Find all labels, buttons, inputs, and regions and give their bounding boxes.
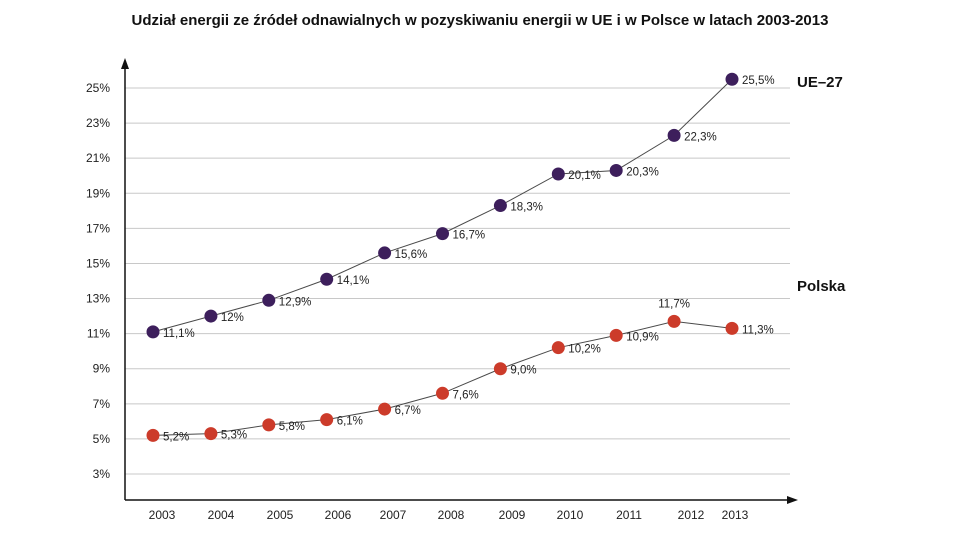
series-line — [152, 78, 733, 333]
data-point — [378, 402, 392, 416]
data-label: 7,6% — [453, 389, 479, 401]
data-point — [378, 246, 392, 260]
x-tick-label: 2011 — [616, 508, 642, 522]
data-point — [204, 309, 218, 323]
data-point — [609, 163, 623, 177]
x-tick-label: 2006 — [325, 508, 352, 522]
data-label: 6,1% — [337, 416, 363, 428]
y-tick-label: 11% — [87, 327, 110, 341]
x-tick-label: 2003 — [149, 508, 176, 522]
chart-title: Udział energii ze źródeł odnawialnych w … — [131, 12, 829, 29]
data-label: 16,7% — [453, 230, 486, 242]
x-axis-arrow — [787, 496, 798, 504]
data-point — [146, 428, 160, 442]
data-label: 6,7% — [395, 405, 421, 417]
data-labels: 11,1% 12% 12,9% 14,1% 15,6% 16,7% 18,3% 20,1% 20… — [163, 74, 846, 443]
x-tick-label: 2009 — [499, 508, 526, 522]
data-label: 20,3% — [626, 166, 659, 178]
data-points — [146, 72, 739, 442]
data-label: 12,9% — [279, 296, 312, 308]
y-tick-label: 23% — [86, 116, 110, 130]
data-label: 11,7% — [658, 298, 690, 310]
data-point — [551, 341, 565, 355]
legend-entry: UE–27 — [797, 74, 843, 91]
x-tick-label: 2004 — [208, 508, 235, 522]
gridlines — [125, 87, 790, 475]
data-point — [146, 325, 160, 339]
y-tick-label: 9% — [93, 362, 111, 376]
data-point — [667, 314, 681, 328]
data-label: 15,6% — [395, 249, 428, 261]
data-label: 20,1% — [568, 170, 601, 182]
data-point — [262, 293, 276, 307]
data-label: 25,5% — [742, 75, 775, 87]
y-tick-label: 17% — [86, 221, 110, 235]
data-point — [320, 272, 334, 286]
data-label: 18,3% — [510, 202, 543, 214]
data-label: 22,3% — [684, 131, 717, 143]
x-tick-label: 2005 — [267, 508, 294, 522]
data-label: 11,1% — [163, 328, 195, 340]
data-point — [551, 167, 565, 181]
data-label: 5,8% — [279, 421, 305, 433]
data-point — [609, 328, 623, 342]
data-point — [493, 362, 507, 376]
y-tick-label: 15% — [86, 256, 110, 270]
data-point — [320, 413, 334, 427]
y-axis-arrow — [121, 58, 129, 69]
data-label: 14,1% — [337, 275, 370, 287]
y-tick-label: 7% — [93, 397, 111, 411]
data-label: 12% — [221, 312, 244, 324]
data-point — [667, 128, 681, 142]
x-tick-label: 2010 — [557, 508, 584, 522]
x-tick-label: 2013 — [722, 508, 749, 522]
data-label: 9,0% — [510, 365, 536, 377]
data-label: 5,3% — [221, 430, 247, 442]
y-tick-label: 5% — [93, 432, 111, 446]
series-lines — [152, 78, 733, 436]
x-tick-label: 2012 — [678, 508, 705, 522]
data-point — [436, 386, 449, 400]
data-point — [493, 199, 507, 213]
data-label: 5,2% — [163, 431, 189, 443]
legend-entry: Polska — [797, 278, 846, 295]
data-point — [725, 72, 739, 86]
data-point — [204, 427, 218, 441]
y-tick-label: 21% — [86, 151, 110, 165]
data-label: 11,3% — [742, 324, 774, 336]
y-tick-label: 13% — [86, 292, 110, 306]
data-point — [725, 321, 739, 335]
data-point — [262, 418, 276, 432]
x-tick-label: 2008 — [438, 508, 465, 522]
y-tick-label: 3% — [93, 467, 111, 481]
y-tick-label: 19% — [86, 186, 110, 200]
axes: 3% 5% 7% 9% 11% 13% 15% 17% 19% 21% 23% 25% 2003 2004… — [86, 58, 798, 522]
data-label: 10,2% — [568, 344, 601, 356]
x-tick-label: 2007 — [380, 508, 407, 522]
data-label: 10,9% — [626, 331, 659, 343]
y-tick-label: 25% — [86, 81, 110, 95]
data-point — [436, 227, 449, 241]
